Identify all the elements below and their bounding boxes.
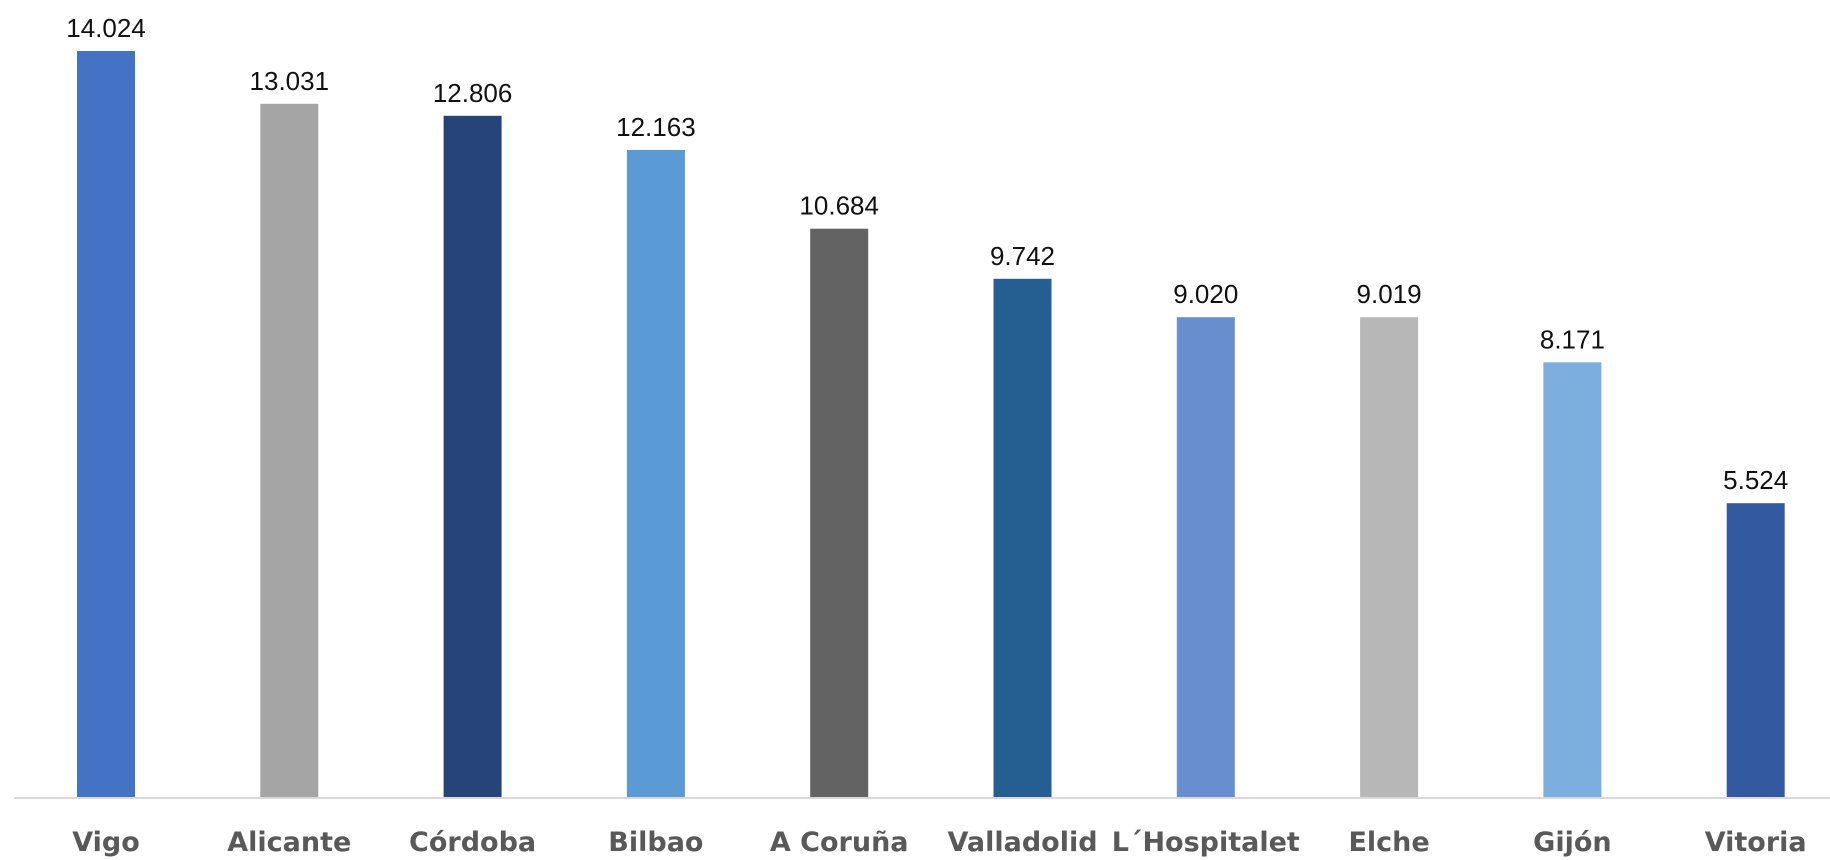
data-label-7: 9.020 [1173, 279, 1238, 309]
category-label-1: Vigo [72, 827, 140, 858]
bar-10 [1726, 503, 1785, 797]
data-label-3: 12.806 [433, 78, 513, 108]
bar-6 [993, 278, 1052, 797]
category-label-5: A Coruña [770, 827, 909, 858]
data-label-6: 9.742 [990, 241, 1055, 271]
data-label-8: 9.019 [1357, 279, 1422, 309]
data-label-5: 10.684 [799, 191, 879, 221]
category-label-4: Bilbao [608, 827, 703, 858]
data-label-9: 8.171 [1540, 324, 1605, 354]
bar-9 [1543, 362, 1602, 797]
bar-3 [443, 115, 502, 798]
bar-7 [1176, 317, 1235, 797]
category-label-8: Elche [1348, 827, 1429, 858]
bar-4 [626, 150, 685, 797]
bar-1 [77, 51, 135, 797]
data-label-2: 13.031 [250, 66, 330, 96]
category-label-6: Valladolid [947, 827, 1097, 858]
bar-8 [1360, 317, 1419, 797]
category-label-7: L´Hospitalet [1112, 827, 1300, 858]
data-label-10: 5.524 [1723, 465, 1788, 495]
bar-2 [260, 103, 319, 798]
category-label-3: Córdoba [409, 827, 536, 858]
category-label-10: Vitoria [1705, 827, 1807, 858]
category-labels-group: Vigo Alicante Córdoba Bilbao A Coruña Vallado… [72, 827, 1806, 858]
data-label-4: 12.163 [616, 112, 696, 142]
category-label-9: Gijón [1533, 827, 1611, 858]
bars-group [77, 51, 1785, 798]
data-label-1: 14.024 [66, 13, 146, 43]
value-labels-group: 14.024 13.031 12.806 12.163 10.684 9.742 9.020… [66, 13, 1788, 495]
bar-5 [810, 228, 869, 797]
category-label-2: Alicante [227, 827, 351, 858]
